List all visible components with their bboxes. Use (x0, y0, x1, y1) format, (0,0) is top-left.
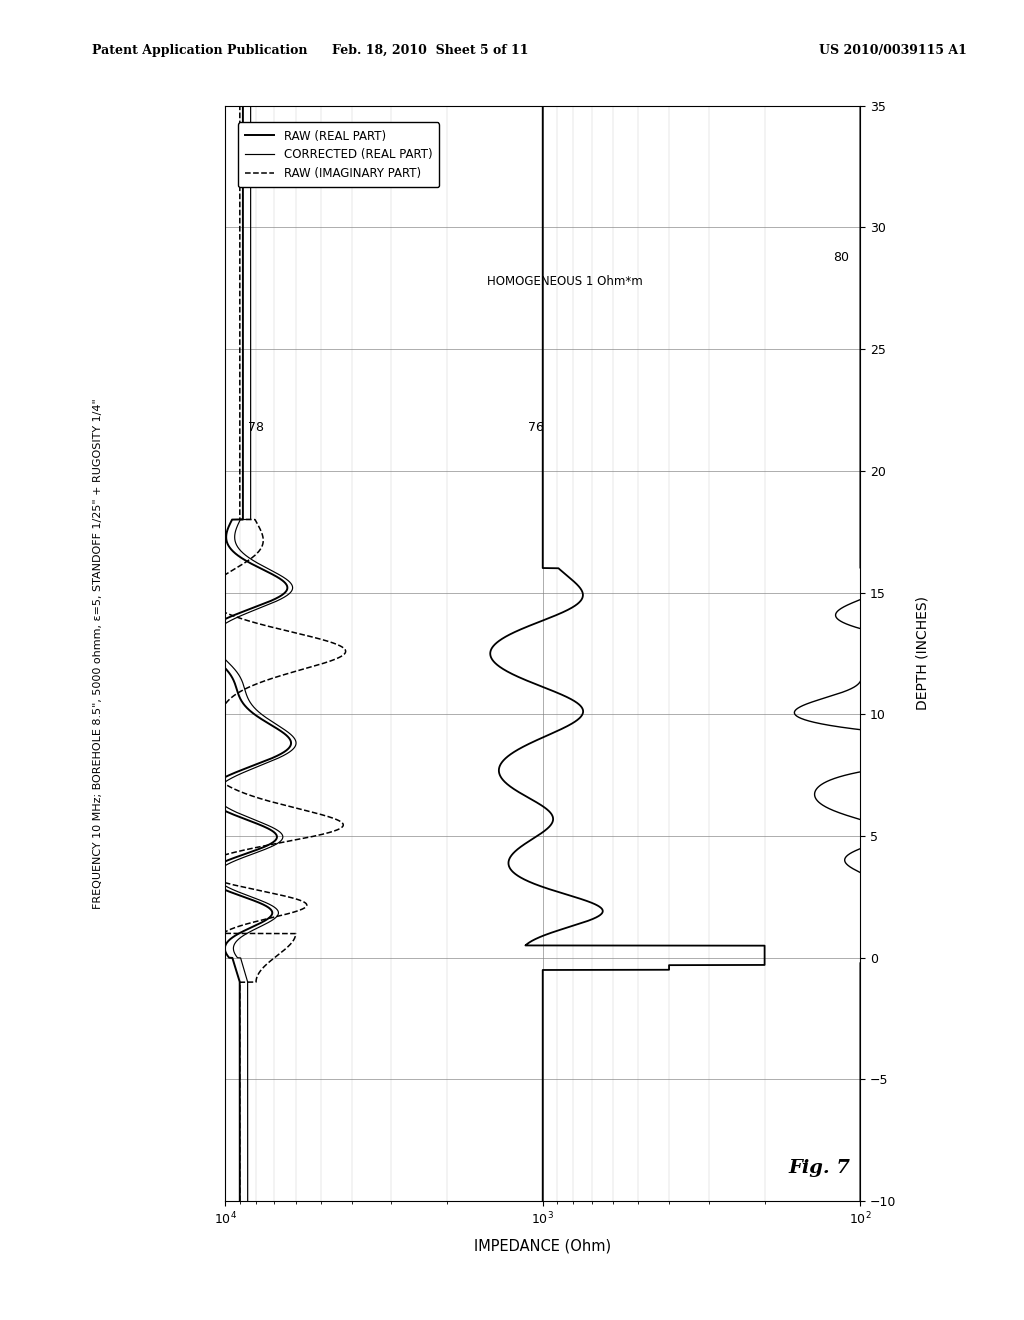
Text: Feb. 18, 2010  Sheet 5 of 11: Feb. 18, 2010 Sheet 5 of 11 (332, 44, 528, 57)
Text: US 2010/0039115 A1: US 2010/0039115 A1 (819, 44, 967, 57)
Y-axis label: DEPTH (INCHES): DEPTH (INCHES) (915, 597, 930, 710)
Text: HOMOGENEOUS 1 Ohm*m: HOMOGENEOUS 1 Ohm*m (486, 275, 643, 288)
Text: Patent Application Publication: Patent Application Publication (92, 44, 307, 57)
Text: 80: 80 (833, 251, 849, 264)
Text: Fig. 7: Fig. 7 (788, 1159, 850, 1177)
Legend: RAW (REAL PART), CORRECTED (REAL PART), RAW (IMAGINARY PART): RAW (REAL PART), CORRECTED (REAL PART), … (238, 123, 439, 187)
Text: 78: 78 (248, 421, 264, 434)
Text: 76: 76 (528, 421, 544, 434)
Text: FREQUENCY 10 MHz; BOREHOLE 8.5", 5000 ohmm, ε=5, STANDOFF 1/25" + RUGOSITY 1/4": FREQUENCY 10 MHz; BOREHOLE 8.5", 5000 oh… (93, 399, 103, 908)
X-axis label: IMPEDANCE (Ohm): IMPEDANCE (Ohm) (474, 1238, 611, 1254)
